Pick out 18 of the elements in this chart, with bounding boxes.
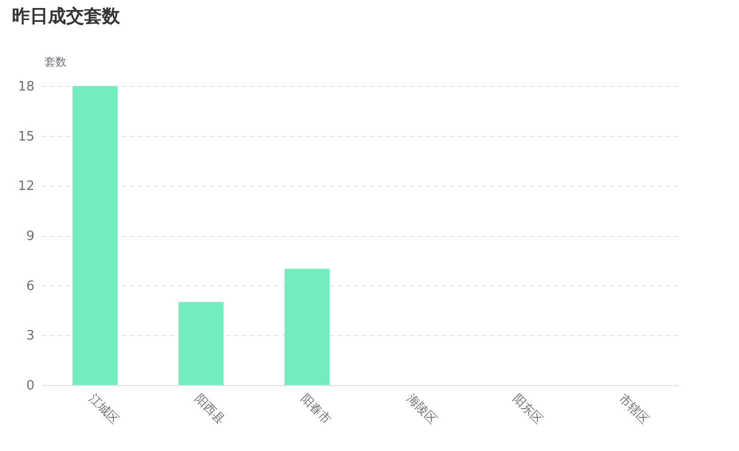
chart-title: 昨日成交套数: [12, 6, 121, 27]
bar: [178, 302, 224, 385]
x-tick-label: 江城区: [86, 391, 122, 426]
y-tick-label: 18: [18, 80, 34, 94]
y-tick-label: 0: [26, 378, 34, 394]
y-tick-label: 12: [18, 179, 34, 194]
y-tick-label: 15: [18, 129, 34, 144]
x-tick-label: 阳春市: [298, 391, 334, 426]
y-tick-label: 9: [26, 229, 34, 244]
bar: [72, 86, 118, 385]
x-tick-label: 市辖区: [616, 391, 652, 426]
bar: [284, 268, 330, 385]
x-tick-label: 海陵区: [404, 391, 440, 426]
x-tick-label: 阳东区: [510, 391, 546, 426]
y-tick-label: 6: [26, 278, 34, 294]
x-tick-label: 阳西县: [192, 391, 228, 426]
y-tick-label: 3: [26, 328, 34, 344]
y-axis-title: 套数: [44, 56, 66, 68]
